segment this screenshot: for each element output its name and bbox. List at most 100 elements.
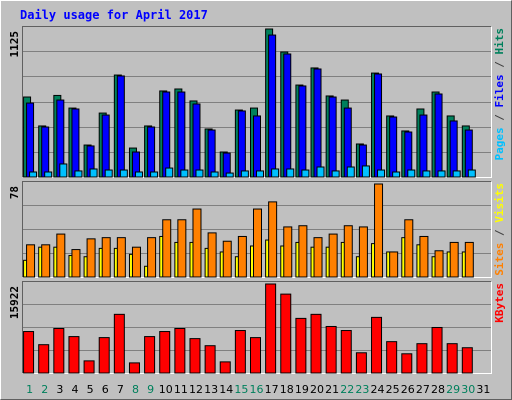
bar <box>265 283 277 374</box>
bar <box>401 353 413 374</box>
bar <box>195 169 204 178</box>
x-tick-label: 18 <box>280 383 294 396</box>
x-tick-label: 25 <box>386 383 400 396</box>
bar <box>71 249 81 278</box>
bar <box>313 68 322 178</box>
x-tick-label: 27 <box>416 383 430 396</box>
legend-separator: / <box>493 223 506 243</box>
bar <box>237 235 247 278</box>
bar <box>346 166 355 178</box>
bar <box>26 244 36 278</box>
bar <box>68 336 80 374</box>
bar <box>313 237 323 278</box>
bar <box>389 116 398 178</box>
bar <box>119 169 128 178</box>
x-tick-label: 29 <box>446 383 460 396</box>
bar <box>192 208 202 278</box>
bar <box>343 225 353 278</box>
y-tick-label: 15922 <box>8 286 21 319</box>
bar <box>416 343 428 374</box>
bar <box>41 244 51 278</box>
bar <box>83 360 95 374</box>
bar <box>219 361 231 374</box>
x-tick-label: 17 <box>265 383 279 396</box>
legend: KBytes <box>493 283 506 323</box>
bar <box>316 166 325 178</box>
y-tick-label: 1125 <box>8 31 21 58</box>
bar <box>298 225 308 278</box>
x-tick-label: 4 <box>71 383 78 396</box>
x-tick-label: 16 <box>250 383 264 396</box>
bar <box>134 171 143 178</box>
bar <box>180 169 189 178</box>
bar <box>268 34 277 178</box>
bar <box>147 237 157 278</box>
x-tick-label: 19 <box>295 383 309 396</box>
x-tick-label: 12 <box>189 383 203 396</box>
bar <box>162 219 172 278</box>
bar <box>434 93 443 178</box>
x-tick-label: 22 <box>340 383 354 396</box>
x-tick-label: 14 <box>219 383 233 396</box>
bar <box>101 237 111 278</box>
x-tick-label: 23 <box>355 383 369 396</box>
legend-separator: / <box>493 55 506 75</box>
bar <box>74 170 83 178</box>
bar <box>144 336 156 374</box>
bar <box>162 91 171 178</box>
bar <box>310 313 322 374</box>
legend-entry: Sites <box>493 243 506 276</box>
bar <box>407 169 416 178</box>
y-tick-label: 78 <box>8 186 21 199</box>
bar <box>253 115 261 178</box>
bar <box>340 330 352 374</box>
bar <box>283 53 292 178</box>
bar <box>237 110 246 178</box>
x-tick-label: 9 <box>147 383 154 396</box>
bar <box>150 171 159 178</box>
bar <box>159 331 171 374</box>
x-tick-label: 31 <box>476 383 490 396</box>
bar <box>328 233 338 278</box>
bar <box>268 201 278 278</box>
bar <box>361 165 370 178</box>
bar <box>38 344 50 374</box>
bar <box>434 250 444 278</box>
bar <box>392 171 401 178</box>
bar <box>422 170 431 178</box>
x-tick-label: 26 <box>401 383 415 396</box>
bar <box>71 108 80 178</box>
x-tick-label: 10 <box>159 383 173 396</box>
bar <box>29 171 38 178</box>
bar <box>210 171 219 178</box>
bar <box>386 341 398 374</box>
bar <box>256 170 264 178</box>
panel-bevel <box>22 281 492 374</box>
bar <box>222 240 232 278</box>
bar <box>116 75 125 178</box>
bar <box>331 170 340 178</box>
bar <box>437 170 446 178</box>
bar <box>116 237 126 278</box>
x-tick-label: 1 <box>26 383 33 396</box>
bar <box>26 102 35 178</box>
legend-entry: Pages <box>493 127 506 160</box>
bar <box>113 313 125 374</box>
bar <box>431 326 443 374</box>
bar <box>328 96 337 178</box>
bar <box>53 328 65 374</box>
x-tick-label: 20 <box>310 383 324 396</box>
legend-entry: KBytes <box>493 283 506 323</box>
bar <box>189 338 201 374</box>
bar <box>147 126 156 178</box>
bar <box>59 163 68 178</box>
bar <box>419 235 429 278</box>
panel-bevel <box>22 26 492 178</box>
bar <box>240 170 249 178</box>
x-tick-label: 21 <box>325 383 339 396</box>
x-tick-label: 28 <box>431 383 445 396</box>
legend-entry: Hits <box>493 28 506 55</box>
bar <box>464 241 474 278</box>
bar <box>446 343 458 374</box>
